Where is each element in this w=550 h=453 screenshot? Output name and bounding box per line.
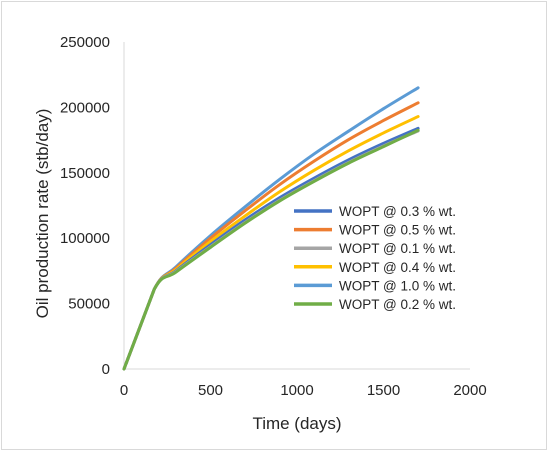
y-tick-label: 150000 [60, 165, 110, 182]
x-tick-labels: 0 500 1000 1500 2000 [120, 382, 487, 399]
legend-label: WOPT @ 0.3 % wt. [339, 204, 456, 219]
y-axis-title: Oil production rate (stb/day) [33, 109, 52, 319]
y-tick-label: 0 [102, 361, 110, 378]
legend-label: WOPT @ 0.5 % wt. [339, 223, 456, 238]
series-line [122, 128, 420, 371]
y-tick-label: 200000 [60, 99, 110, 116]
legend: WOPT @ 0.3 % wt. WOPT @ 0.5 % wt. WOPT @ 0… [294, 204, 456, 312]
x-tick-label: 1000 [280, 382, 313, 399]
series-lines [122, 86, 420, 371]
x-tick-label: 0 [120, 382, 128, 399]
x-tick-label: 2000 [453, 382, 486, 399]
legend-label: WOPT @ 1.0 % wt. [339, 278, 456, 293]
y-tick-label: 250000 [60, 34, 110, 51]
y-tick-label: 50000 [68, 296, 110, 313]
y-tick-labels: 0 50000 100000 150000 200000 250000 [60, 34, 110, 378]
x-tick-label: 500 [198, 382, 223, 399]
y-tick-label: 100000 [60, 230, 110, 247]
legend-label: WOPT @ 0.1 % wt. [339, 241, 456, 256]
legend-label: WOPT @ 0.4 % wt. [339, 260, 456, 275]
x-axis-title: Time (days) [252, 414, 341, 433]
x-tick-label: 1500 [367, 382, 400, 399]
axes [123, 42, 470, 370]
legend-label: WOPT @ 0.2 % wt. [339, 297, 456, 312]
